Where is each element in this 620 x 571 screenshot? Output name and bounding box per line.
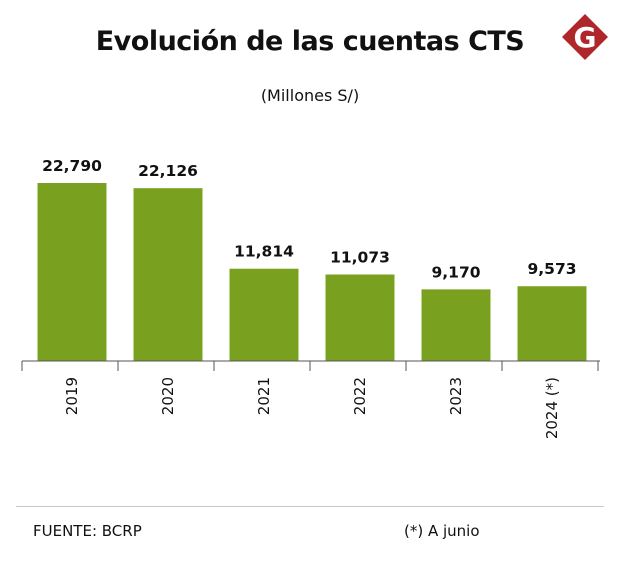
bar-5 — [517, 286, 587, 361]
bar-1 — [133, 188, 203, 361]
bar-2 — [229, 268, 299, 361]
labels-layer: 22,790 2019 22,126 2020 11,814 2021 11,073 2022… — [42, 157, 576, 439]
bar-value-label: 9,573 — [527, 260, 576, 278]
category-label: 2024 (*) — [543, 377, 561, 439]
bar-value-label: 22,790 — [42, 157, 102, 175]
category-label: 2022 — [351, 377, 369, 415]
logo-hexagon — [562, 14, 608, 60]
bar-3 — [325, 274, 395, 361]
logo-letter: G — [574, 21, 597, 54]
chart-title: Evolución de las cuentas CTS — [95, 26, 525, 57]
bar-chart: 22,790 2019 22,126 2020 11,814 2021 11,073 2022… — [21, 157, 600, 439]
bars-layer — [37, 183, 587, 361]
publisher-logo: G — [562, 14, 608, 60]
source-note: FUENTE: BCRP — [33, 522, 142, 540]
category-label: 2020 — [159, 377, 177, 415]
bar-0 — [37, 183, 107, 361]
bar-4 — [421, 289, 491, 361]
category-label: 2023 — [447, 377, 465, 415]
footer-divider — [16, 506, 604, 507]
ticks-layer — [21, 361, 599, 371]
footnote: (*) A junio — [404, 522, 480, 540]
category-label: 2021 — [255, 377, 273, 415]
chart-subtitle: (Millones S/) — [260, 86, 360, 105]
bar-value-label: 22,126 — [138, 162, 198, 180]
bar-value-label: 11,073 — [330, 249, 390, 267]
category-label: 2019 — [63, 377, 81, 415]
bar-value-label: 11,814 — [234, 243, 294, 261]
bar-value-label: 9,170 — [431, 263, 480, 281]
